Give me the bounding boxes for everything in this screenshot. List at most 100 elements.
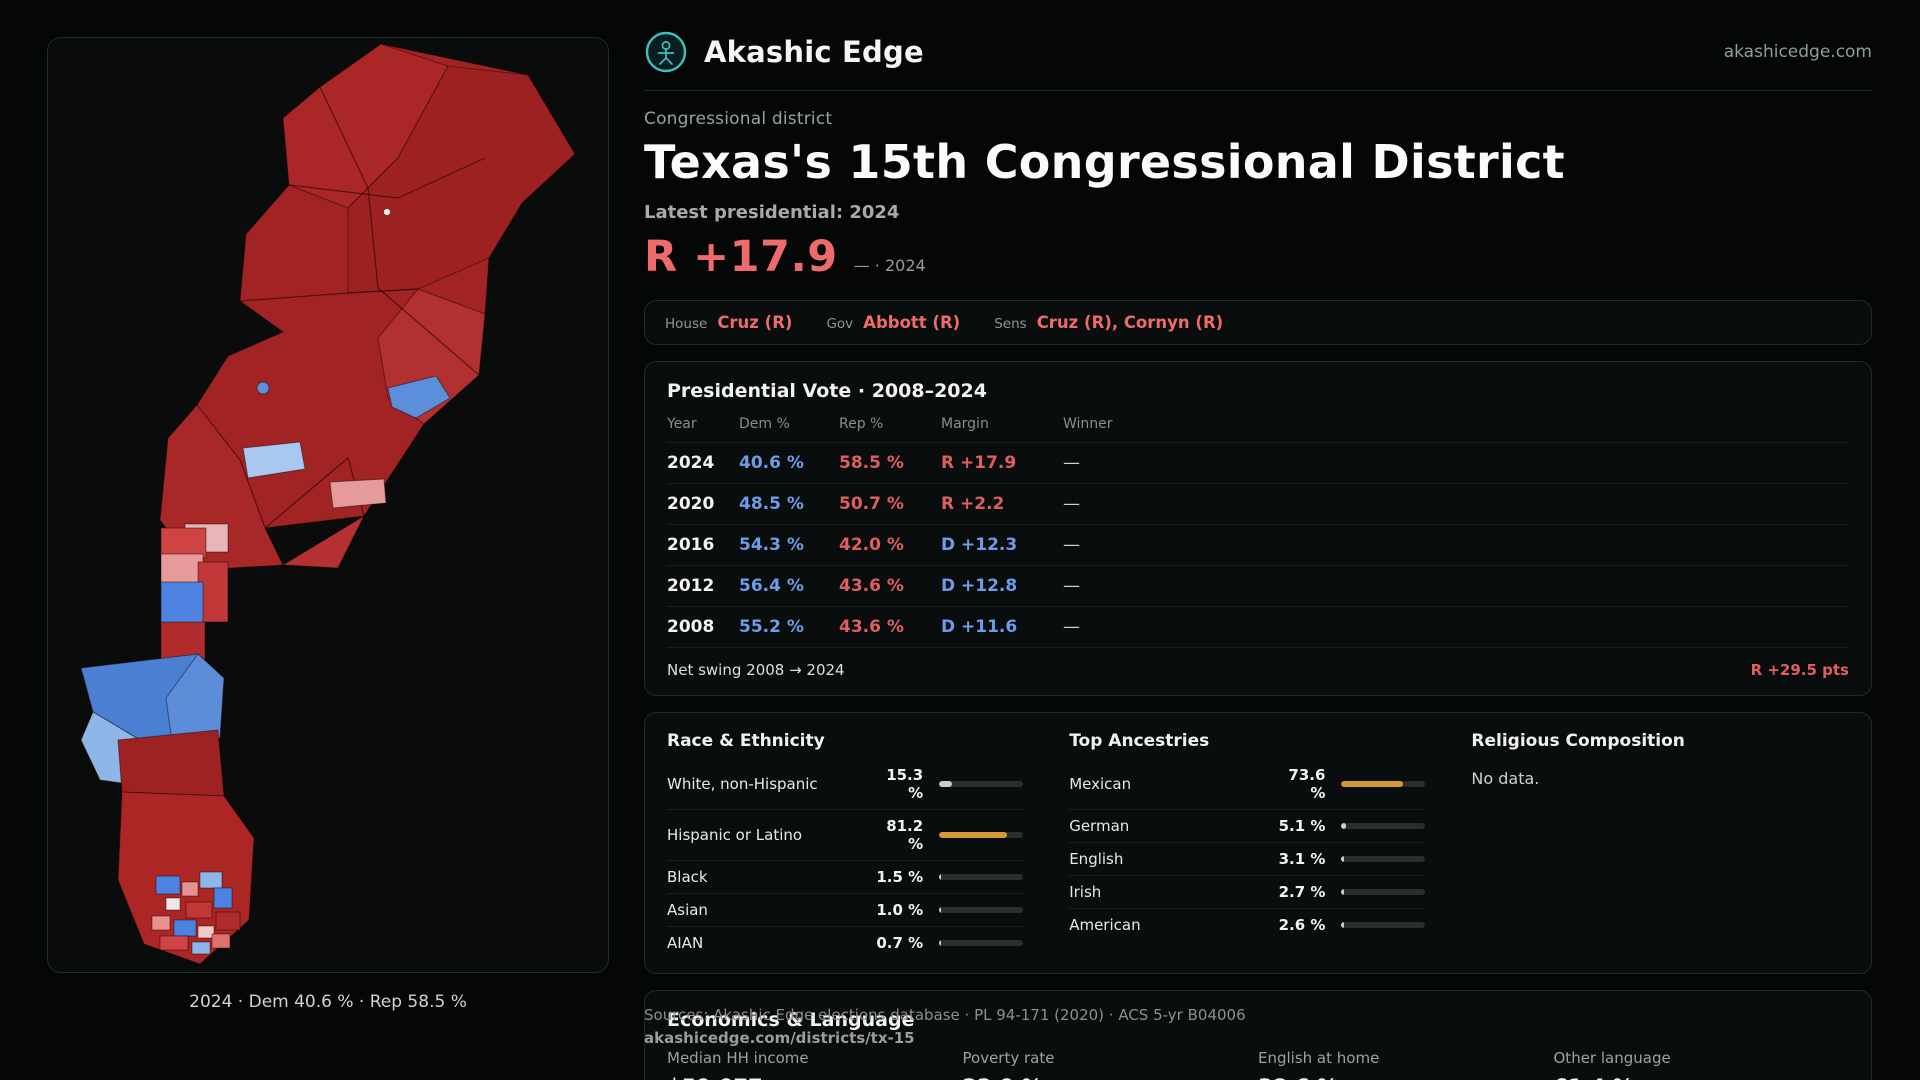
race-row: Black 1.5 %	[667, 860, 1024, 893]
vote-year: 2012	[667, 576, 715, 596]
presidential-vote-title: Presidential Vote · 2008–2024	[667, 380, 987, 402]
stat-label: Median HH income	[667, 1049, 809, 1067]
race-bar	[939, 874, 1024, 880]
headline-margin-note: — · 2024	[853, 256, 926, 275]
stat-label: Other language	[1553, 1049, 1671, 1067]
officials-bar: House Cruz (R) Gov Abbott (R) Sens Cruz …	[644, 300, 1872, 345]
vote-margin: R +17.9	[941, 453, 1017, 473]
ancestry-row: English 3.1 %	[1069, 842, 1426, 875]
economics-title: Economics & Language	[667, 1009, 915, 1031]
race-label: Hispanic or Latino	[667, 826, 803, 844]
stat-median-income: Median HH income $59,077	[667, 1049, 963, 1080]
race-label: Black	[667, 868, 708, 886]
presidential-vote-card: Presidential Vote · 2008–2024 Year Dem %…	[644, 361, 1872, 696]
col-year: Year	[667, 416, 697, 432]
vote-rep-pct: 42.0 %	[839, 535, 904, 555]
site-domain-link[interactable]: akashicedge.com	[1723, 42, 1872, 62]
vote-dem-pct: 40.6 %	[739, 453, 804, 473]
race-value: 1.5 %	[876, 868, 924, 886]
race-label: Asian	[667, 901, 708, 919]
official-senators: Sens Cruz (R), Cornyn (R)	[994, 313, 1223, 332]
race-row: Asian 1.0 %	[667, 893, 1024, 926]
race-bar	[939, 940, 1024, 946]
official-house-label: House	[665, 316, 708, 332]
ancestry-rows: Mexican 73.6 % German 5.1 % English 3.1 …	[1069, 759, 1426, 941]
brand: Akashic Edge	[644, 30, 924, 74]
ancestry-label: American	[1069, 916, 1141, 934]
vote-row: 2020 48.5 % 50.7 % R +2.2 —	[667, 483, 1849, 524]
race-bar	[939, 832, 1024, 838]
net-swing-label: Net swing 2008 → 2024	[667, 661, 845, 679]
official-gov-value: Abbott (R)	[863, 313, 961, 332]
ancestry-row: German 5.1 %	[1069, 809, 1426, 842]
vote-winner: —	[1063, 494, 1080, 514]
vote-winner: —	[1063, 617, 1080, 637]
stat-value: 22.9 %	[963, 1075, 1259, 1080]
religion-section: Religious Composition No data.	[1471, 731, 1849, 959]
ancestry-bar	[1341, 856, 1426, 862]
official-senators-label: Sens	[994, 316, 1027, 332]
official-senators-value: Cruz (R), Cornyn (R)	[1036, 313, 1224, 332]
vote-rep-pct: 43.6 %	[839, 576, 904, 596]
ancestry-label: Mexican	[1069, 775, 1132, 793]
sources-line: Sources: Akashic Edge elections database…	[644, 1006, 1246, 1024]
race-row: White, non-Hispanic 15.3 %	[667, 759, 1024, 809]
ancestry-value: 3.1 %	[1278, 850, 1326, 868]
net-swing-row: Net swing 2008 → 2024 R +29.5 pts	[667, 647, 1849, 683]
col-margin: Margin	[941, 416, 989, 432]
race-ethnicity-section: Race & Ethnicity White, non-Hispanic 15.…	[667, 731, 1024, 959]
race-rows: White, non-Hispanic 15.3 % Hispanic or L…	[667, 759, 1024, 959]
ancestry-label: Irish	[1069, 883, 1102, 901]
vote-dem-pct: 55.2 %	[739, 617, 804, 637]
vote-rep-pct: 58.5 %	[839, 453, 904, 473]
stat-label: English at home	[1258, 1049, 1380, 1067]
ancestry-bar	[1341, 823, 1426, 829]
vote-row: 2024 40.6 % 58.5 % R +17.9 —	[667, 442, 1849, 483]
official-gov: Gov Abbott (R)	[826, 313, 960, 332]
headline-margin-value: R +17.9	[644, 232, 838, 282]
ancestry-bar	[1341, 889, 1426, 895]
page-kicker: Congressional district	[644, 109, 833, 129]
latest-presidential-label: Latest presidential: 2024	[644, 202, 900, 223]
official-house-value: Cruz (R)	[717, 313, 793, 332]
district-map	[80, 43, 576, 965]
stat-poverty-rate: Poverty rate 22.9 %	[963, 1049, 1259, 1080]
vote-dem-pct: 56.4 %	[739, 576, 804, 596]
sources-footnote: Sources: Akashic Edge elections database…	[644, 1004, 1246, 1049]
ancestries-title: Top Ancestries	[1069, 731, 1210, 751]
vote-winner: —	[1063, 535, 1080, 555]
col-winner: Winner	[1063, 416, 1113, 432]
vote-year: 2008	[667, 617, 715, 637]
religion-no-data: No data.	[1471, 769, 1540, 788]
vote-year: 2024	[667, 453, 715, 473]
religion-title: Religious Composition	[1471, 731, 1685, 751]
stat-label: Poverty rate	[962, 1049, 1055, 1067]
stat-value: 61.4 %	[1554, 1075, 1850, 1080]
vote-margin: D +12.8	[941, 576, 1018, 596]
race-value: 81.2 %	[886, 817, 924, 853]
page-title: Texas's 15th Congressional District	[644, 135, 1565, 189]
vote-row: 2012 56.4 % 43.6 % D +12.8 —	[667, 565, 1849, 606]
map-caption: 2024 · Dem 40.6 % · Rep 58.5 %	[189, 992, 467, 1012]
ancestry-row: Irish 2.7 %	[1069, 875, 1426, 908]
race-value: 1.0 %	[876, 901, 924, 919]
net-swing-value: R +29.5 pts	[1750, 661, 1849, 679]
district-permalink[interactable]: akashicedge.com/districts/tx-15	[644, 1028, 915, 1047]
economics-card: Economics & Language Median HH income $5…	[644, 990, 1872, 1080]
stat-value: 38.6 %	[1258, 1075, 1554, 1080]
ancestry-bar	[1341, 922, 1426, 928]
vote-table-header: Year Dem % Rep % Margin Winner	[667, 416, 1849, 442]
ancestry-row: American 2.6 %	[1069, 908, 1426, 941]
race-bar	[939, 781, 1024, 787]
col-dem: Dem %	[739, 416, 790, 432]
vote-margin: D +11.6	[941, 617, 1018, 637]
ancestry-value: 73.6 %	[1288, 766, 1326, 802]
vote-year: 2016	[667, 535, 715, 555]
ancestry-value: 5.1 %	[1278, 817, 1326, 835]
ancestry-value: 2.7 %	[1278, 883, 1326, 901]
official-gov-label: Gov	[826, 316, 854, 332]
vote-margin: R +2.2	[941, 494, 1005, 514]
race-label: AIAN	[667, 934, 704, 952]
main-content: Akashic Edge akashicedge.com Congression…	[644, 30, 1872, 1080]
vote-rep-pct: 43.6 %	[839, 617, 904, 637]
